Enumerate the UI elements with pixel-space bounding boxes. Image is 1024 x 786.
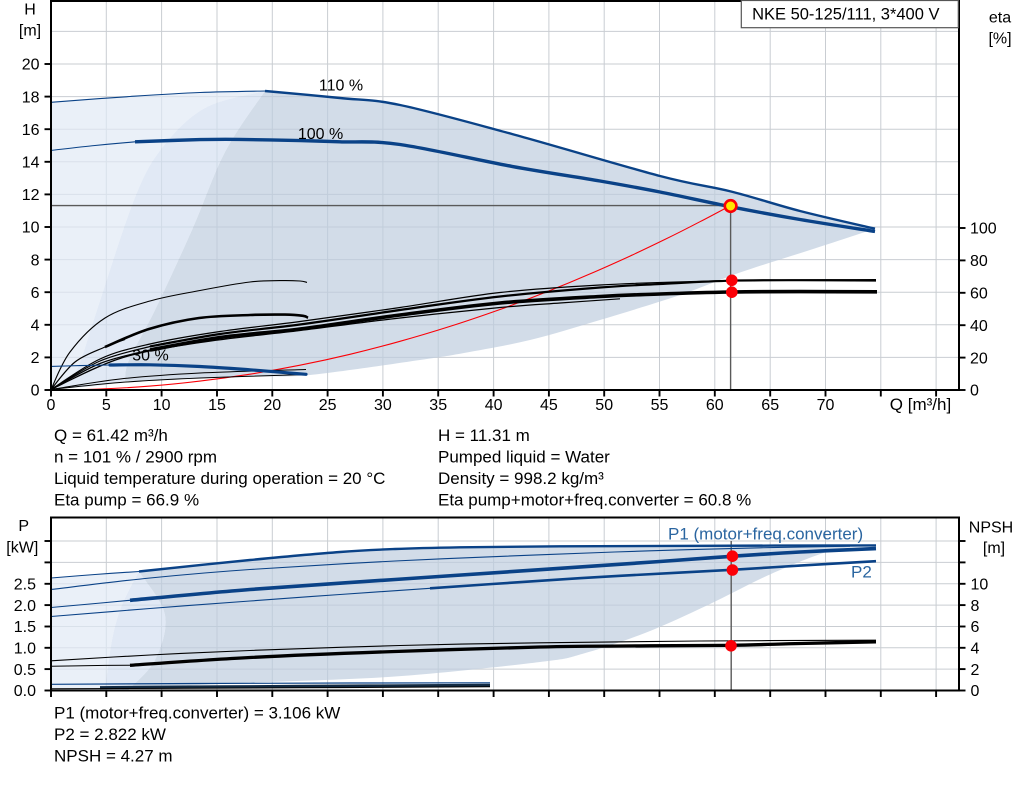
svg-text:18: 18 (22, 89, 40, 106)
svg-text:P1 (motor+freq.converter): P1 (motor+freq.converter) (668, 525, 863, 544)
svg-text:Pumped liquid = Water: Pumped liquid = Water (438, 448, 610, 467)
svg-text:110 %: 110 % (319, 78, 363, 95)
svg-text:eta: eta (989, 10, 1011, 27)
svg-text:0: 0 (31, 383, 40, 400)
svg-text:n = 101 % / 2900 rpm: n = 101 % / 2900 rpm (54, 448, 217, 467)
svg-text:Q = 61.42 m³/h: Q = 61.42 m³/h (54, 426, 168, 445)
svg-text:65: 65 (761, 397, 779, 414)
svg-text:0: 0 (47, 397, 56, 414)
svg-text:60: 60 (706, 397, 724, 414)
svg-text:P: P (18, 518, 29, 535)
svg-text:[%]: [%] (988, 31, 1011, 48)
svg-text:60: 60 (970, 286, 988, 303)
svg-text:25: 25 (319, 397, 337, 414)
svg-text:45: 45 (540, 397, 558, 414)
svg-text:Liquid temperature during oper: Liquid temperature during operation = 20… (54, 469, 385, 488)
svg-text:70: 70 (817, 397, 835, 414)
svg-text:4: 4 (971, 641, 980, 658)
svg-text:8: 8 (31, 252, 40, 269)
svg-text:10: 10 (153, 397, 171, 414)
svg-text:Eta pump+motor+freq.converter: Eta pump+motor+freq.converter = 60.8 % (438, 491, 751, 510)
svg-text:5: 5 (102, 397, 111, 414)
svg-text:P2: P2 (851, 563, 872, 582)
svg-text:14: 14 (22, 155, 40, 172)
svg-text:10: 10 (22, 220, 40, 237)
svg-text:Density = 998.2 kg/m³: Density = 998.2 kg/m³ (438, 469, 604, 488)
svg-text:1.5: 1.5 (14, 619, 36, 636)
svg-text:P1 (motor+freq.converter) = 3.: P1 (motor+freq.converter) = 3.106 kW (54, 704, 340, 723)
svg-text:NKE 50-125/111, 3*400 V: NKE 50-125/111, 3*400 V (752, 6, 939, 24)
svg-text:50: 50 (595, 397, 613, 414)
svg-text:H: H (24, 2, 36, 19)
svg-text:20: 20 (970, 350, 988, 367)
svg-text:20: 20 (22, 57, 40, 74)
svg-text:NPSH: NPSH (969, 520, 1013, 537)
svg-text:40: 40 (970, 318, 988, 335)
svg-text:16: 16 (22, 122, 40, 139)
svg-text:55: 55 (651, 397, 669, 414)
svg-text:15: 15 (208, 397, 226, 414)
svg-text:[m]: [m] (19, 23, 41, 40)
svg-text:P2 = 2.822 kW: P2 = 2.822 kW (54, 725, 166, 744)
svg-text:[kW]: [kW] (6, 540, 38, 557)
svg-text:Q [m³/h]: Q [m³/h] (890, 395, 951, 414)
svg-text:8: 8 (971, 598, 980, 615)
svg-text:2: 2 (971, 662, 980, 679)
svg-text:Eta pump = 66.9 %: Eta pump = 66.9 % (54, 491, 199, 510)
svg-text:0: 0 (971, 683, 980, 700)
svg-text:0.5: 0.5 (14, 662, 36, 679)
svg-text:12: 12 (22, 187, 40, 204)
svg-text:40: 40 (485, 397, 503, 414)
svg-text:4: 4 (31, 318, 40, 335)
svg-text:6: 6 (31, 285, 40, 302)
svg-text:30: 30 (374, 397, 392, 414)
svg-text:10: 10 (971, 577, 989, 594)
svg-text:30 %: 30 % (132, 348, 168, 365)
svg-text:H = 11.31 m: H = 11.31 m (438, 426, 530, 445)
svg-text:6: 6 (971, 619, 980, 636)
svg-text:2.5: 2.5 (14, 577, 36, 594)
svg-text:80: 80 (970, 253, 988, 270)
svg-text:20: 20 (263, 397, 281, 414)
svg-text:100 %: 100 % (298, 126, 343, 143)
svg-text:0.0: 0.0 (14, 683, 36, 700)
svg-text:0: 0 (970, 383, 979, 400)
svg-text:NPSH = 4.27 m: NPSH = 4.27 m (54, 747, 173, 766)
svg-text:2.0: 2.0 (14, 598, 36, 615)
svg-text:100: 100 (970, 221, 997, 238)
svg-text:1.0: 1.0 (14, 641, 36, 658)
svg-text:[m]: [m] (983, 540, 1005, 557)
svg-text:35: 35 (429, 397, 447, 414)
svg-text:2: 2 (31, 350, 40, 367)
